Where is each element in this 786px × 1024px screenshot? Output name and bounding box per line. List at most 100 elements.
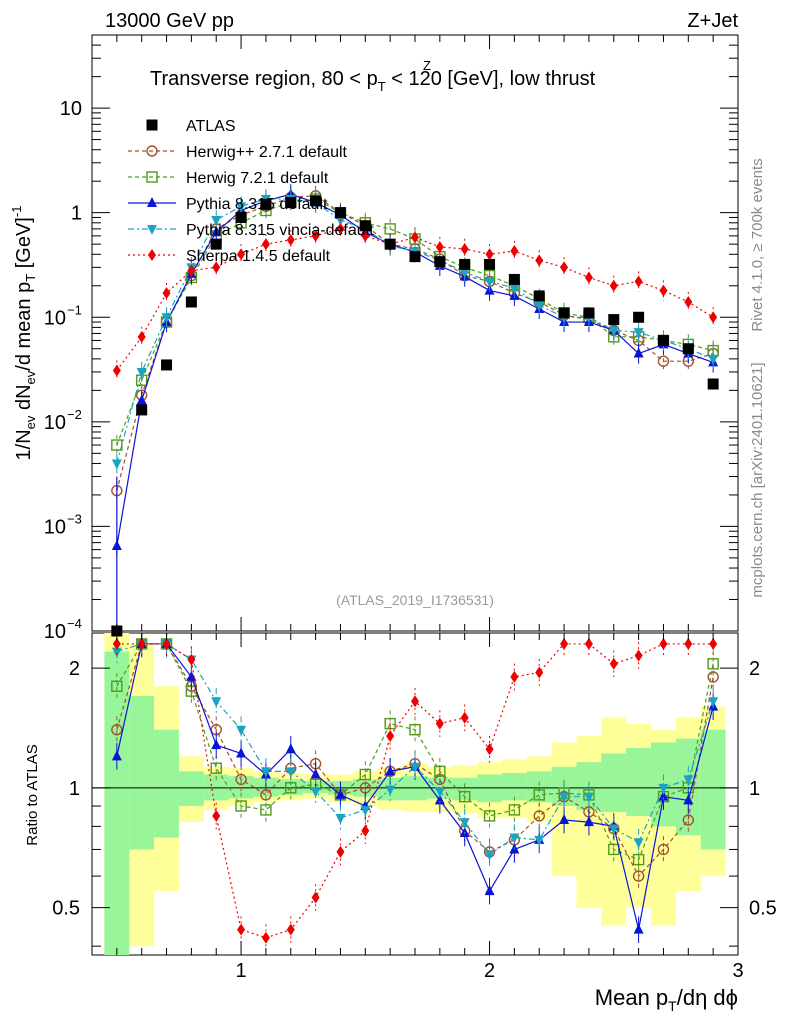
y-tick-exponent-5: −4 xyxy=(67,616,82,631)
ratio-point-4-2 xyxy=(162,637,171,650)
ratio-point-1-24 xyxy=(707,658,719,670)
y-tick-label-0: 10 xyxy=(60,98,82,120)
data-point-1-22 xyxy=(657,355,670,367)
ratio-y-tick-label-left-0: 2 xyxy=(69,658,80,680)
data-point-0-4 xyxy=(210,238,222,250)
ratio-point-3-9 xyxy=(335,813,346,824)
series-0 xyxy=(111,195,719,637)
y-tick-label-1: 1 xyxy=(71,203,82,225)
ratio-point-4-6 xyxy=(261,931,270,944)
data-point-5-6 xyxy=(261,238,270,251)
ratio-point-1-10 xyxy=(359,768,372,781)
ratio-point-1-15 xyxy=(483,810,496,822)
ratio-point-2-13 xyxy=(434,794,445,805)
data-point-0-21 xyxy=(633,311,645,323)
ratio-point-4-22 xyxy=(659,637,668,650)
ratio-point-4-18 xyxy=(560,637,569,650)
inner-band-bin-14 xyxy=(452,777,478,801)
ratio-line-1 xyxy=(116,643,714,861)
inner-band-bin-20 xyxy=(601,753,627,812)
data-point-4-21 xyxy=(633,328,644,339)
ratio-point-4-20 xyxy=(609,657,618,670)
inner-band-bin-7 xyxy=(278,779,304,795)
ratio-point-1-4 xyxy=(210,762,222,774)
ratio-y-axis-label: Ratio to ATLAS xyxy=(24,744,41,845)
data-point-5-23 xyxy=(684,295,693,308)
legend-label-4: Pythia 8.315 vincia-default xyxy=(186,222,374,239)
ratio-point-4-13 xyxy=(435,717,444,730)
ratio-point-1-0 xyxy=(111,680,123,692)
plot-title-superscript: Z xyxy=(423,58,431,73)
legend-label-0: ATLAS xyxy=(186,118,236,135)
data-point-5-5 xyxy=(237,248,246,261)
rivet-label: Rivet 4.1.0, ≥ 700k events xyxy=(749,158,766,331)
ratio-point-1-12 xyxy=(409,723,421,736)
ratio-point-3-0 xyxy=(111,647,122,658)
ratio-y-tick-label-left-1: 1 xyxy=(69,778,80,800)
ratio-point-2-19 xyxy=(583,816,594,827)
y-tick-exponent-4: −3 xyxy=(67,511,82,526)
data-point-5-10 xyxy=(361,229,370,242)
data-point-5-15 xyxy=(485,248,494,261)
data-point-4-17 xyxy=(534,301,545,312)
data-point-0-17 xyxy=(533,290,545,302)
ratio-point-3-11 xyxy=(385,785,396,796)
ratio-point-2-3 xyxy=(186,670,197,681)
data-point-3-4 xyxy=(211,226,222,237)
data-point-5-18 xyxy=(560,261,569,274)
inner-band-bin-21 xyxy=(626,747,652,816)
data-point-4-20 xyxy=(608,326,619,337)
ratio-point-2-18 xyxy=(559,814,570,825)
y-tick-exponent-3: −2 xyxy=(67,407,82,422)
ratio-y-tick-label-right-0: 2 xyxy=(749,658,760,680)
main-y-axis-label: 1/Nev dNev/d mean pT [GeV]-1 xyxy=(9,206,38,461)
data-point-0-1 xyxy=(136,404,148,416)
data-point-5-12 xyxy=(411,231,419,244)
data-point-5-24 xyxy=(709,311,718,324)
ratio-point-3-6 xyxy=(260,767,271,778)
ratio-point-4-19 xyxy=(584,637,593,650)
legend-entry-3: Pythia 8.315 default xyxy=(128,196,328,213)
ratio-point-2-21 xyxy=(633,923,644,934)
ratio-point-3-14 xyxy=(459,818,470,829)
ratio-point-3-19 xyxy=(583,792,594,803)
data-point-5-8 xyxy=(311,229,320,242)
data-point-5-22 xyxy=(659,284,668,297)
ratio-point-3-15 xyxy=(484,850,495,861)
ratio-point-3-5 xyxy=(236,725,247,736)
data-point-0-19 xyxy=(583,307,595,319)
ratio-point-1-5 xyxy=(235,800,247,812)
data-point-5-13 xyxy=(435,240,444,253)
ratio-point-2-5 xyxy=(236,747,247,758)
data-point-0-2 xyxy=(161,359,173,371)
data-point-4-2 xyxy=(161,313,172,324)
inner-band-bin-24 xyxy=(700,729,726,850)
ratio-point-3-17 xyxy=(534,835,545,846)
ratio-point-4-16 xyxy=(510,670,519,683)
header-final-state-label: Z+Jet xyxy=(687,10,738,32)
data-point-0-7 xyxy=(285,197,297,209)
y-tick-exponent-2: −1 xyxy=(67,302,82,317)
ratio-point-2-8 xyxy=(310,768,321,779)
data-point-4-4 xyxy=(211,216,222,227)
data-point-4-16 xyxy=(509,284,520,295)
ratio-point-1-21 xyxy=(632,853,645,866)
data-point-0-20 xyxy=(608,314,620,326)
ratio-point-4-8 xyxy=(311,891,320,904)
legend-marker-5 xyxy=(148,249,156,261)
legend-label-3: Pythia 8.315 default xyxy=(186,196,328,213)
data-point-3-1 xyxy=(136,394,147,405)
plot-title: Transverse region, 80 < pT < 120 [GeV], … xyxy=(150,68,596,94)
ratio-point-2-0 xyxy=(111,750,122,761)
data-point-5-0 xyxy=(112,364,121,377)
legend-entry-2: Herwig 7.2.1 default xyxy=(128,170,329,187)
data-point-0-22 xyxy=(657,334,669,346)
data-point-5-3 xyxy=(187,264,196,277)
ratio-point-4-15 xyxy=(485,743,494,756)
data-point-5-2 xyxy=(162,287,171,300)
ratio-point-2-9 xyxy=(335,788,346,799)
legend-label-1: Herwig++ 2.7.1 default xyxy=(186,144,348,161)
y-tick-label-2: 10 xyxy=(44,307,66,329)
ratio-point-4-1 xyxy=(137,637,146,650)
data-point-5-16 xyxy=(510,245,519,258)
